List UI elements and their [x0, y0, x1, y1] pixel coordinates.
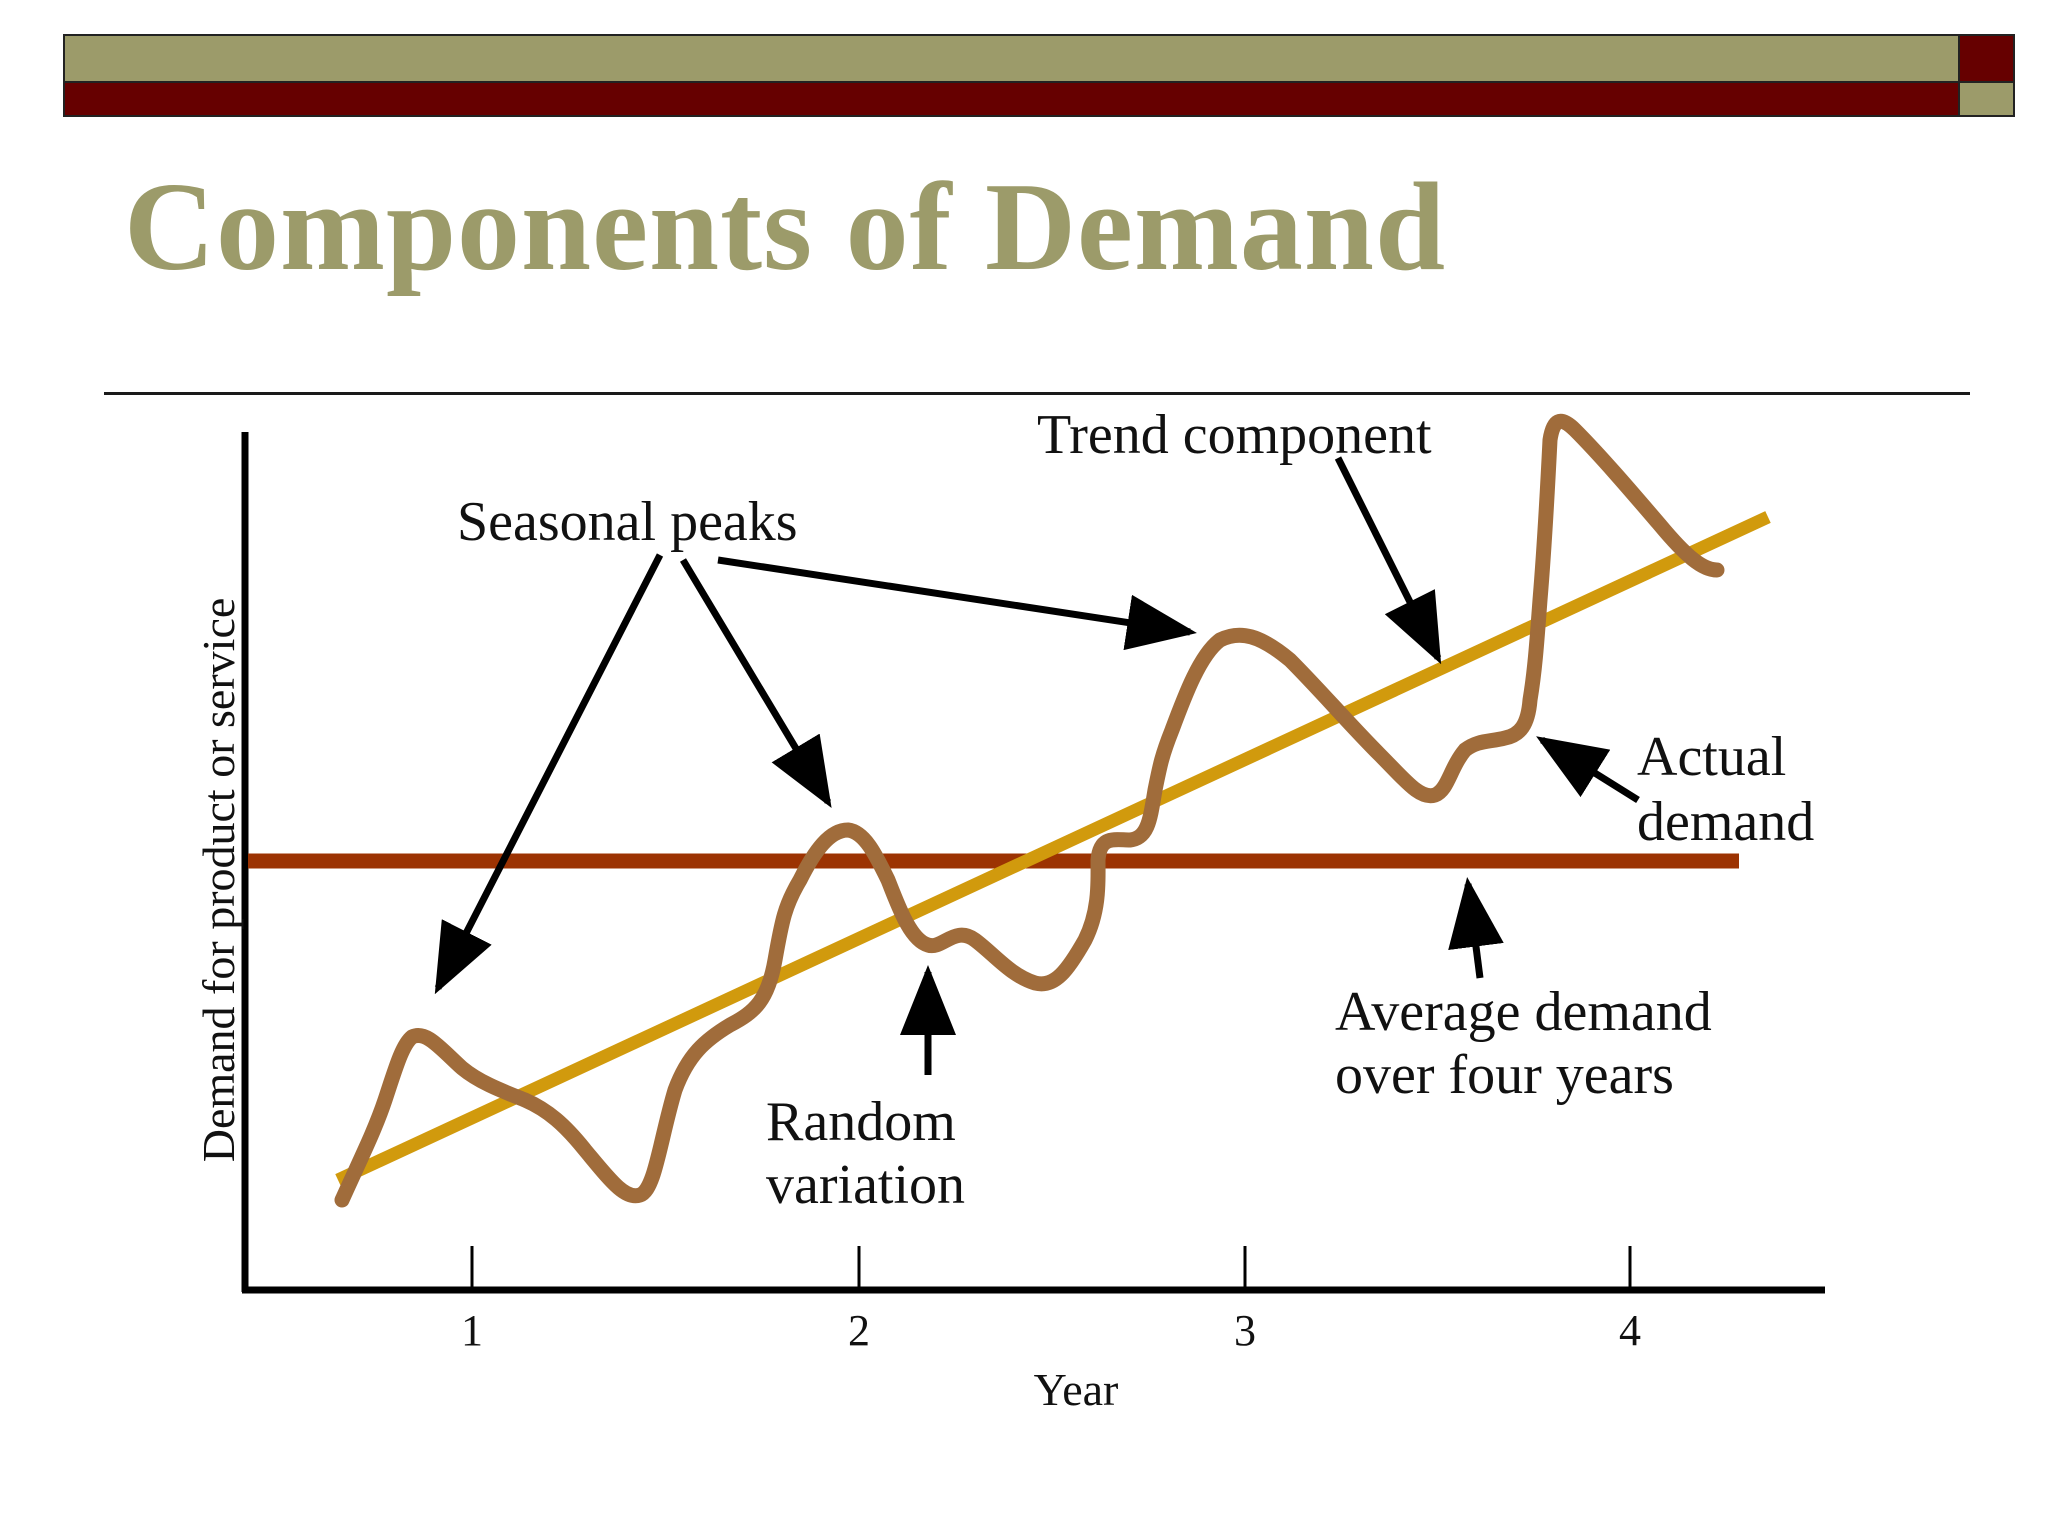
page-title: Components of Demand — [124, 158, 1447, 297]
actual-demand-curve — [334, 413, 1725, 1208]
label-random-variation-line-1: Random — [766, 1091, 956, 1153]
header-corner-maroon — [1960, 34, 2015, 83]
label-random-variation-line-2: variation — [766, 1154, 965, 1216]
x-tick-label-4: 4 — [1619, 1306, 1641, 1355]
x-axis-label: Year — [1034, 1364, 1119, 1415]
trend-component-line — [335, 511, 1771, 1186]
x-tick-label-2: 2 — [848, 1306, 870, 1355]
y-axis-label: Demand for product or service — [193, 598, 244, 1163]
arrow-actual-demand — [1536, 736, 1640, 803]
label-average-demand-line-1: Average demand — [1335, 981, 1712, 1043]
x-tick-label-3: 3 — [1234, 1306, 1256, 1355]
header-band-olive — [63, 34, 1960, 83]
arrow-average-demand — [1448, 877, 1504, 979]
header-corner-olive — [1960, 83, 2015, 117]
arrow-seasonal-peak-3 — [717, 556, 1197, 651]
arrow-seasonal-peak-2 — [679, 558, 832, 809]
header-band-maroon — [63, 83, 1960, 117]
label-average-demand-line-2: over four years — [1335, 1044, 1674, 1106]
x-tick-label-1: 1 — [461, 1306, 483, 1355]
label-seasonal-peaks: Seasonal peaks — [457, 491, 798, 553]
label-trend-component: Trend component — [1037, 404, 1432, 466]
title-divider — [104, 392, 1970, 395]
arrow-trend-component — [1334, 456, 1442, 665]
label-actual-demand-line-2: demand — [1637, 791, 1814, 853]
label-actual-demand-line-1: Actual — [1637, 726, 1786, 788]
arrow-seasonal-peak-1 — [434, 553, 664, 995]
